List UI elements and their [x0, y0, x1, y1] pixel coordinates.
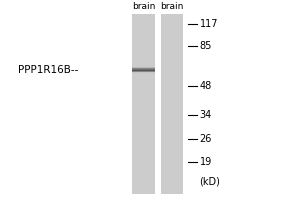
Bar: [132, 14, 154, 194]
Text: brain: brain: [160, 2, 184, 11]
Text: PPP1R16B--: PPP1R16B--: [18, 65, 78, 75]
Text: brain: brain: [132, 2, 155, 11]
Bar: [132, 70, 154, 71]
Text: (kD): (kD): [200, 176, 220, 186]
Bar: [132, 71, 154, 72]
Bar: [132, 74, 154, 75]
Bar: [132, 69, 154, 70]
Bar: [132, 67, 154, 68]
Text: 85: 85: [200, 41, 212, 51]
Text: 34: 34: [200, 110, 212, 120]
Bar: [132, 70, 154, 71]
Bar: [132, 65, 154, 66]
Bar: [132, 71, 154, 72]
Bar: [132, 73, 154, 74]
Text: 26: 26: [200, 134, 212, 144]
Bar: [132, 66, 154, 67]
Bar: [160, 14, 183, 194]
Text: 48: 48: [200, 81, 212, 91]
Text: 19: 19: [200, 157, 212, 167]
Bar: [132, 72, 154, 73]
Text: 117: 117: [200, 19, 218, 29]
Bar: [132, 67, 154, 68]
Bar: [132, 73, 154, 74]
Bar: [132, 68, 154, 69]
